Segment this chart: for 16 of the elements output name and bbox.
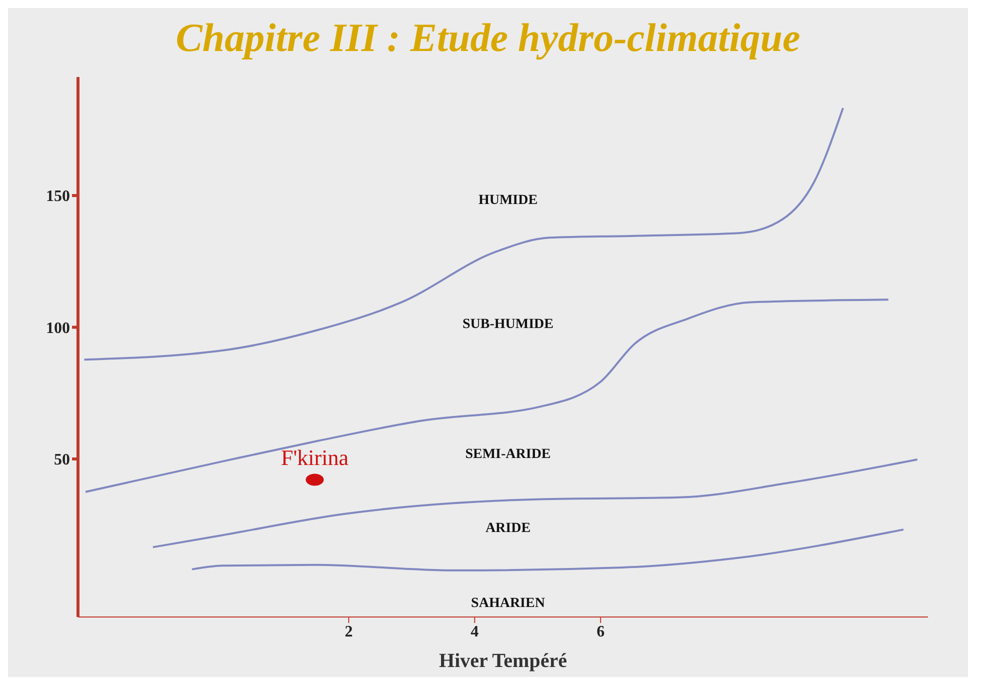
x-tick-label: 6 <box>596 623 605 640</box>
y-tick-label: 100 <box>46 320 70 337</box>
series-label: F'kirina <box>280 445 349 470</box>
y-tick-label: 150 <box>46 188 70 206</box>
x-tick-label: 4 <box>470 623 479 640</box>
annotation: HUMIDE <box>477 193 539 209</box>
annotation: SAHARIEN <box>470 596 546 612</box>
line-series <box>83 107 844 361</box>
y-tick-label: 50 <box>54 452 70 469</box>
line-series <box>84 298 890 493</box>
annotation: ARIDE <box>484 521 532 537</box>
annotation: SUB-HUMIDE <box>461 317 554 333</box>
chart-title: Chapitre III : Etude hydro-climatique <box>174 14 802 62</box>
annotation: SEMI-ARIDE <box>464 447 552 463</box>
x-axis-title: Hiver Tempéré <box>439 650 568 672</box>
x-tick-label: 2 <box>344 623 353 640</box>
